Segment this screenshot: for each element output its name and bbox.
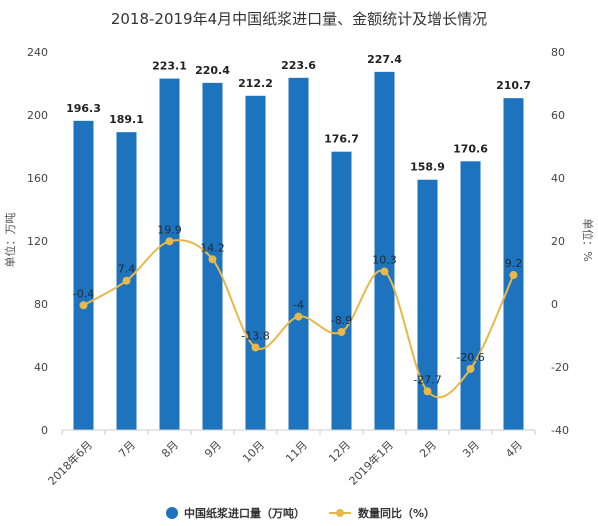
line-value-label: -13.8	[241, 329, 269, 342]
legend-bar-marker	[166, 507, 178, 519]
bar-value-label: 223.6	[281, 59, 316, 72]
legend: 中国纸浆进口量（万吨） 数量同比（%）	[166, 506, 435, 520]
y-tick-label: 200	[27, 109, 48, 122]
x-tick-label: 2019年1月	[346, 438, 396, 488]
y-axis-ticks: 0 40 80 120 160 200 240	[27, 46, 48, 437]
y-tick-label: 120	[27, 235, 48, 248]
line-point	[165, 237, 174, 246]
legend-line-label: 数量同比（%）	[358, 506, 435, 520]
line-point	[423, 387, 432, 396]
line-point	[337, 328, 346, 337]
line-point	[380, 267, 389, 276]
y-tick-label: 240	[27, 46, 48, 59]
line-value-label: 10.3	[372, 254, 397, 267]
bar-value-label: 189.1	[109, 113, 144, 126]
x-tick-label: 8月	[159, 438, 181, 460]
line-value-label: 7.4	[118, 263, 136, 276]
bar	[159, 78, 180, 431]
y-tick-label: 40	[34, 361, 48, 374]
line-value-label: -0.4	[73, 287, 94, 300]
x-tick-label: 9月	[202, 438, 224, 460]
bar	[331, 151, 352, 430]
line-series-group	[79, 237, 518, 399]
bar	[245, 95, 266, 430]
bar-value-label: 210.7	[496, 79, 531, 92]
bar-value-label: 170.6	[453, 142, 488, 155]
line-value-label: -8.9	[331, 314, 352, 327]
x-tick-label: 2月	[417, 438, 439, 460]
line-value-label: 19.9	[157, 223, 182, 236]
bar-value-label: 227.4	[367, 53, 402, 66]
y-tick-label: 160	[27, 172, 48, 185]
x-tick-label: 10月	[240, 438, 267, 465]
y-axis-label: 单位：万吨	[3, 213, 17, 268]
y2-tick-label: -40	[551, 424, 569, 437]
y2-axis-ticks: -40 -20 0 20 40 60 80	[551, 46, 569, 437]
bar	[374, 71, 395, 430]
line-point	[509, 271, 518, 280]
bar-value-label: 220.4	[195, 64, 230, 77]
y-tick-label: 0	[41, 424, 48, 437]
line-value-label: 14.2	[200, 241, 225, 254]
bar	[460, 161, 481, 430]
bar	[73, 120, 94, 430]
y2-tick-label: 20	[551, 235, 565, 248]
line-labels-group: -0.4 7.4 19.9 14.2 -13.8 -4 -8.9 10.3 -27.7 -20.6…	[73, 223, 522, 386]
y2-tick-label: 0	[551, 298, 558, 311]
bar	[417, 179, 438, 430]
y2-tick-label: 60	[551, 109, 565, 122]
y2-tick-label: 80	[551, 46, 565, 59]
bar-value-label: 196.3	[66, 102, 101, 115]
line-value-label: -27.7	[413, 373, 441, 386]
legend-line-dot	[336, 509, 344, 517]
bar-labels-group: 196.3 189.1 223.1 220.4 212.2 223.6 176.7 227.4…	[66, 53, 531, 174]
line-point	[294, 312, 303, 321]
x-tick-label: 7月	[116, 438, 138, 460]
line-point	[251, 343, 260, 352]
x-tick-label: 3月	[460, 438, 482, 460]
line-value-label: -20.6	[456, 351, 484, 364]
bar-value-label: 176.7	[324, 133, 359, 146]
x-tick-label: 11月	[283, 438, 310, 465]
legend-bar-label: 中国纸浆进口量（万吨）	[184, 506, 305, 520]
bar-value-label: 212.2	[238, 77, 273, 90]
x-tick-label: 2018年6月	[45, 438, 95, 488]
line-point	[122, 276, 131, 285]
line-point	[79, 301, 88, 310]
y2-axis-label: 单位：%	[581, 218, 595, 261]
line-point	[466, 364, 475, 373]
line-point	[208, 255, 217, 264]
bar	[288, 77, 309, 430]
bar	[503, 98, 524, 431]
y2-tick-label: 40	[551, 172, 565, 185]
line-value-label: -4	[293, 299, 304, 312]
chart-title: 2018-2019年4月中国纸浆进口量、金额统计及增长情况	[111, 10, 487, 28]
x-tick-label: 12月	[326, 438, 353, 465]
x-tick-label: 4月	[503, 438, 525, 460]
bar-value-label: 158.9	[410, 161, 445, 174]
bar-value-label: 223.1	[152, 60, 187, 73]
y-tick-label: 80	[34, 298, 48, 311]
line-value-label: 9.2	[505, 257, 523, 270]
y2-tick-label: -20	[551, 361, 569, 374]
